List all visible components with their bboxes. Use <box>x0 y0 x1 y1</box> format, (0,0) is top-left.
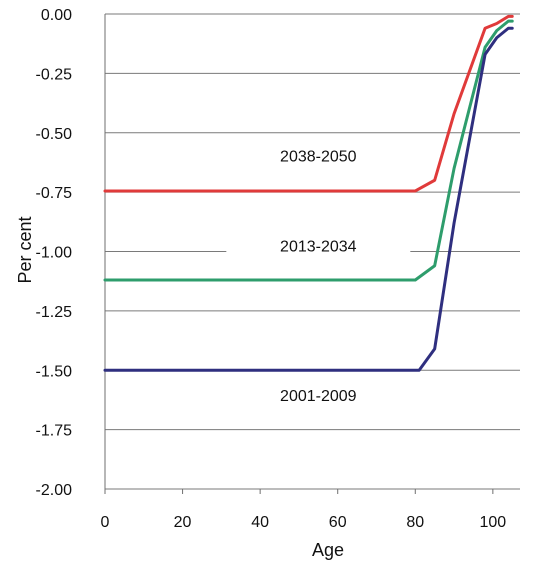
series-label: 2001-2009 <box>280 388 357 405</box>
tick-labels: 0.00 -0.25 -0.50 -0.75 -1.00 -1.25 -1.50 -1.75 -… <box>36 7 507 531</box>
x-axis-title: Age <box>312 540 344 560</box>
y-tick-label: -0.75 <box>36 185 73 202</box>
series-labels: 2038-2050 2013-2034 2001-2009 <box>226 143 411 408</box>
x-tick-label: 100 <box>479 514 506 531</box>
y-tick-label: -1.25 <box>36 304 73 321</box>
y-tick-label: 0.00 <box>41 7 72 24</box>
y-tick-label: -0.50 <box>36 126 73 143</box>
series-label: 2013-2034 <box>280 239 357 256</box>
x-tick-label: 80 <box>406 514 424 531</box>
series-line <box>103 14 514 193</box>
series-lines <box>103 14 514 372</box>
y-tick-label: -0.25 <box>36 66 73 83</box>
x-tick-label: 20 <box>174 514 192 531</box>
y-tick-label: -1.50 <box>36 363 73 380</box>
series-label-background <box>226 383 411 408</box>
x-tick-label: 40 <box>251 514 269 531</box>
series-line <box>103 26 514 372</box>
axes <box>104 14 494 494</box>
series-label: 2038-2050 <box>280 148 357 165</box>
y-tick-label: -1.75 <box>36 423 73 440</box>
series-label-background <box>226 233 411 258</box>
y-axis-title: Per cent <box>15 216 35 283</box>
x-tick-label: 0 <box>101 514 110 531</box>
x-tick-label: 60 <box>329 514 347 531</box>
y-tick-label: -1.00 <box>36 245 73 262</box>
y-tick-label: -2.00 <box>36 482 73 499</box>
series-line <box>103 19 514 282</box>
series-label-background <box>226 143 411 168</box>
